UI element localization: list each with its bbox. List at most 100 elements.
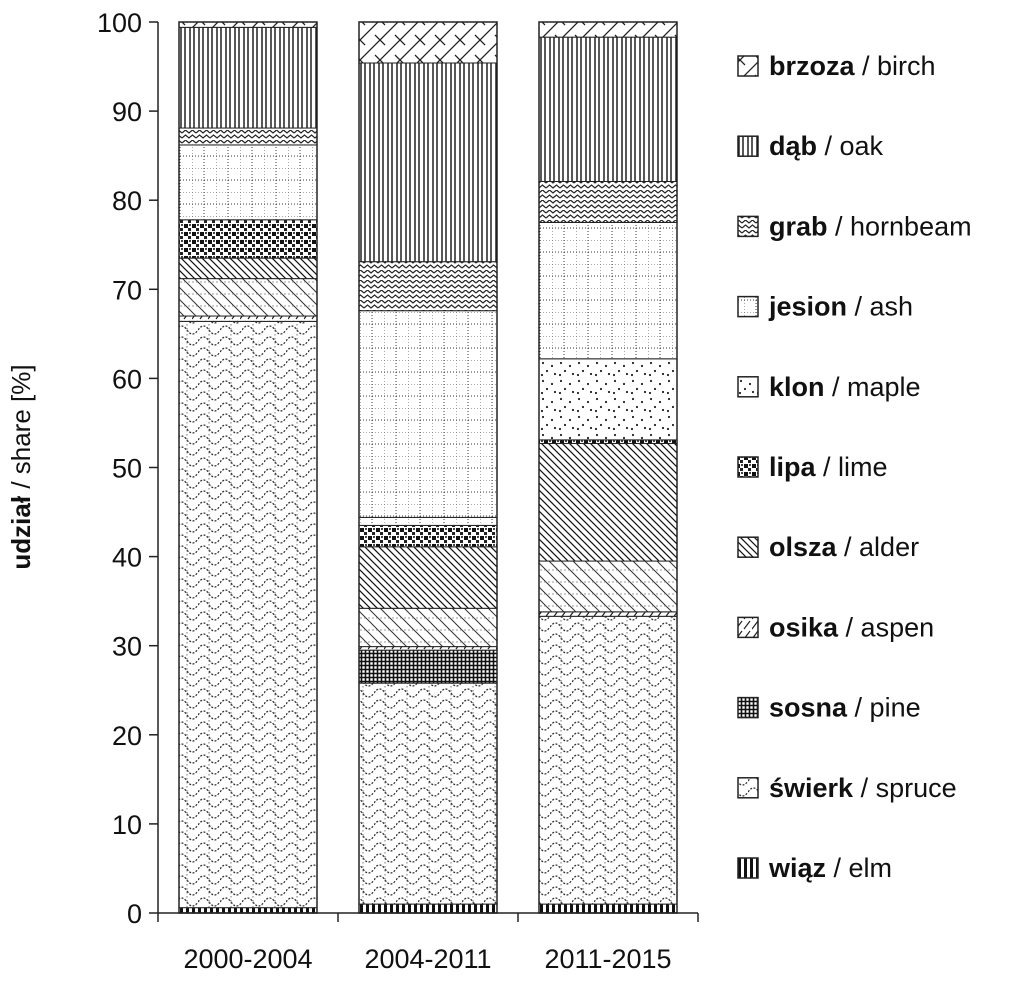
bar-segment-elm-2011-2015 xyxy=(538,903,678,914)
legend-label: jesion / ash xyxy=(768,292,913,322)
legend-label-rest: / alder xyxy=(837,532,920,562)
bars-layer xyxy=(178,21,678,914)
legend-label: świerk / spruce xyxy=(769,773,957,803)
legend-label: sosna / pine xyxy=(769,693,921,723)
bar-segment-oak-2000-2004 xyxy=(178,26,318,129)
bar-segment-alder_light-2004-2011 xyxy=(358,607,498,648)
y-tick-label: 60 xyxy=(112,364,142,394)
y-tick-label: 20 xyxy=(112,721,142,751)
bar-segment-ash-2004-2011 xyxy=(358,516,498,526)
legend-swatch-birch xyxy=(737,55,759,77)
bar-segment-alder-2011-2015 xyxy=(538,442,678,562)
legend-swatch-maple xyxy=(737,376,759,398)
bar-segment-aspen-2000-2004 xyxy=(178,315,318,322)
legend-label-rest: / hornbeam xyxy=(828,211,972,241)
category-labels: 2000-2004 2004-2011 2011-2015 xyxy=(183,944,671,974)
legend-label-rest: / ash xyxy=(847,292,913,322)
y-tick-label: 100 xyxy=(97,8,142,38)
legend-label: grab / hornbeam xyxy=(769,211,972,241)
legend-label-rest: / spruce xyxy=(853,773,957,803)
bar-segment-alder-2004-2011 xyxy=(358,546,498,609)
y-axis-ticks: 0 10 20 30 40 50 60 70 80 90 100 xyxy=(97,8,158,929)
bar-segment-alder_light-2000-2004 xyxy=(178,278,318,317)
y-tick-label: 0 xyxy=(127,899,142,929)
legend-label: osika / aspen xyxy=(769,612,934,642)
legend-label: lipa / lime xyxy=(769,452,888,482)
bar-segment-ash-2004-2011 xyxy=(358,310,498,518)
bar-segment-spruce-2011-2015 xyxy=(538,615,678,905)
legend-label: brzoza / birch xyxy=(769,51,936,81)
legend-label-rest: / maple xyxy=(825,372,921,402)
y-tick-label: 10 xyxy=(112,810,142,840)
legend-swatch-spruce xyxy=(737,777,759,799)
axes-layer xyxy=(157,22,699,922)
bar-segment-spruce-2000-2004 xyxy=(178,320,318,909)
bar-segment-hornbeam-2000-2004 xyxy=(178,127,318,146)
bar-segment-lime-2000-2004 xyxy=(178,219,318,259)
legend-label: olsza / alder xyxy=(769,532,919,562)
y-tick-label: 70 xyxy=(112,275,142,305)
y-axis-label: udział / share [%] xyxy=(6,364,36,569)
bar-segment-aspen-2011-2015 xyxy=(538,611,678,617)
bar-segment-pine-2004-2011 xyxy=(358,649,498,684)
bar-segment-birch-2011-2015 xyxy=(538,21,678,38)
y-tick-label: 50 xyxy=(112,454,142,484)
bar-segment-birch-2000-2004 xyxy=(178,21,318,28)
y-tick-label: 80 xyxy=(112,186,142,216)
legend-label: klon / maple xyxy=(769,372,921,402)
bar-segment-lime-2011-2015 xyxy=(538,439,678,444)
bar-segment-maple-2011-2015 xyxy=(538,358,678,441)
legend-label-bold: świerk xyxy=(769,773,854,803)
bar-segment-aspen-2004-2011 xyxy=(358,646,498,651)
legend-label-bold: jesion xyxy=(768,292,847,322)
y-axis-label-bold: udział xyxy=(6,495,36,569)
bar-segment-elm-2004-2011 xyxy=(358,903,498,914)
legend-label-bold: olsza xyxy=(769,532,838,562)
bar-segment-ash-2000-2004 xyxy=(178,144,318,221)
legend-swatch-alder xyxy=(737,536,759,558)
legend-label-rest: / lime xyxy=(816,452,888,482)
legend-swatch-hornbeam xyxy=(737,215,759,238)
legend-label-bold: lipa xyxy=(769,452,816,482)
bar-segment-elm-2000-2004 xyxy=(178,907,318,914)
legend-swatch-aspen xyxy=(737,616,759,639)
legend-swatch-elm xyxy=(737,857,759,879)
bar-segment-oak-2011-2015 xyxy=(538,36,678,182)
legend-label-bold: wiąz xyxy=(768,853,826,883)
legend-label-rest: / aspen xyxy=(838,612,934,642)
x-category-label: 2000-2004 xyxy=(183,944,312,974)
legend-label: dąb / oak xyxy=(769,131,884,161)
y-tick-label: 30 xyxy=(112,632,142,662)
legend: brzoza / birch dąb / oak grab / hornbeam je… xyxy=(737,51,972,883)
legend-swatch-pine xyxy=(737,696,759,719)
y-tick-label: 90 xyxy=(112,97,142,127)
legend-label-bold: osika xyxy=(769,612,839,642)
legend-label-bold: brzoza xyxy=(769,51,855,81)
bar-segment-alder-2000-2004 xyxy=(178,257,318,280)
bar-segment-alder_light-2011-2015 xyxy=(538,560,678,613)
legend-label-rest: / oak xyxy=(817,131,884,161)
legend-label-bold: grab xyxy=(769,211,828,241)
y-axis-label-rest: / share [%] xyxy=(6,364,36,496)
bar-segment-lime-2004-2011 xyxy=(358,524,498,548)
legend-swatch-oak xyxy=(737,135,759,157)
legend-label-bold: klon xyxy=(769,372,825,402)
legend-label-bold: sosna xyxy=(769,693,848,723)
bar-segment-spruce-2004-2011 xyxy=(358,682,498,905)
x-category-label: 2004-2011 xyxy=(364,944,491,974)
bar-segment-ash-2011-2015 xyxy=(538,221,678,360)
legend-label: wiąz / elm xyxy=(768,853,892,883)
y-tick-label: 40 xyxy=(112,543,142,573)
x-category-label: 2011-2015 xyxy=(544,944,671,974)
legend-label-rest: / elm xyxy=(826,853,892,883)
bar-segment-birch-2004-2011 xyxy=(358,21,498,64)
bar-segment-hornbeam-2011-2015 xyxy=(538,180,678,223)
legend-label-bold: dąb xyxy=(769,131,817,161)
legend-swatch-ash xyxy=(737,295,759,318)
bar-segment-hornbeam-2004-2011 xyxy=(358,261,498,312)
legend-swatch-lime xyxy=(737,456,759,478)
legend-label-rest: / birch xyxy=(855,51,936,81)
bar-segment-oak-2004-2011 xyxy=(358,62,498,263)
